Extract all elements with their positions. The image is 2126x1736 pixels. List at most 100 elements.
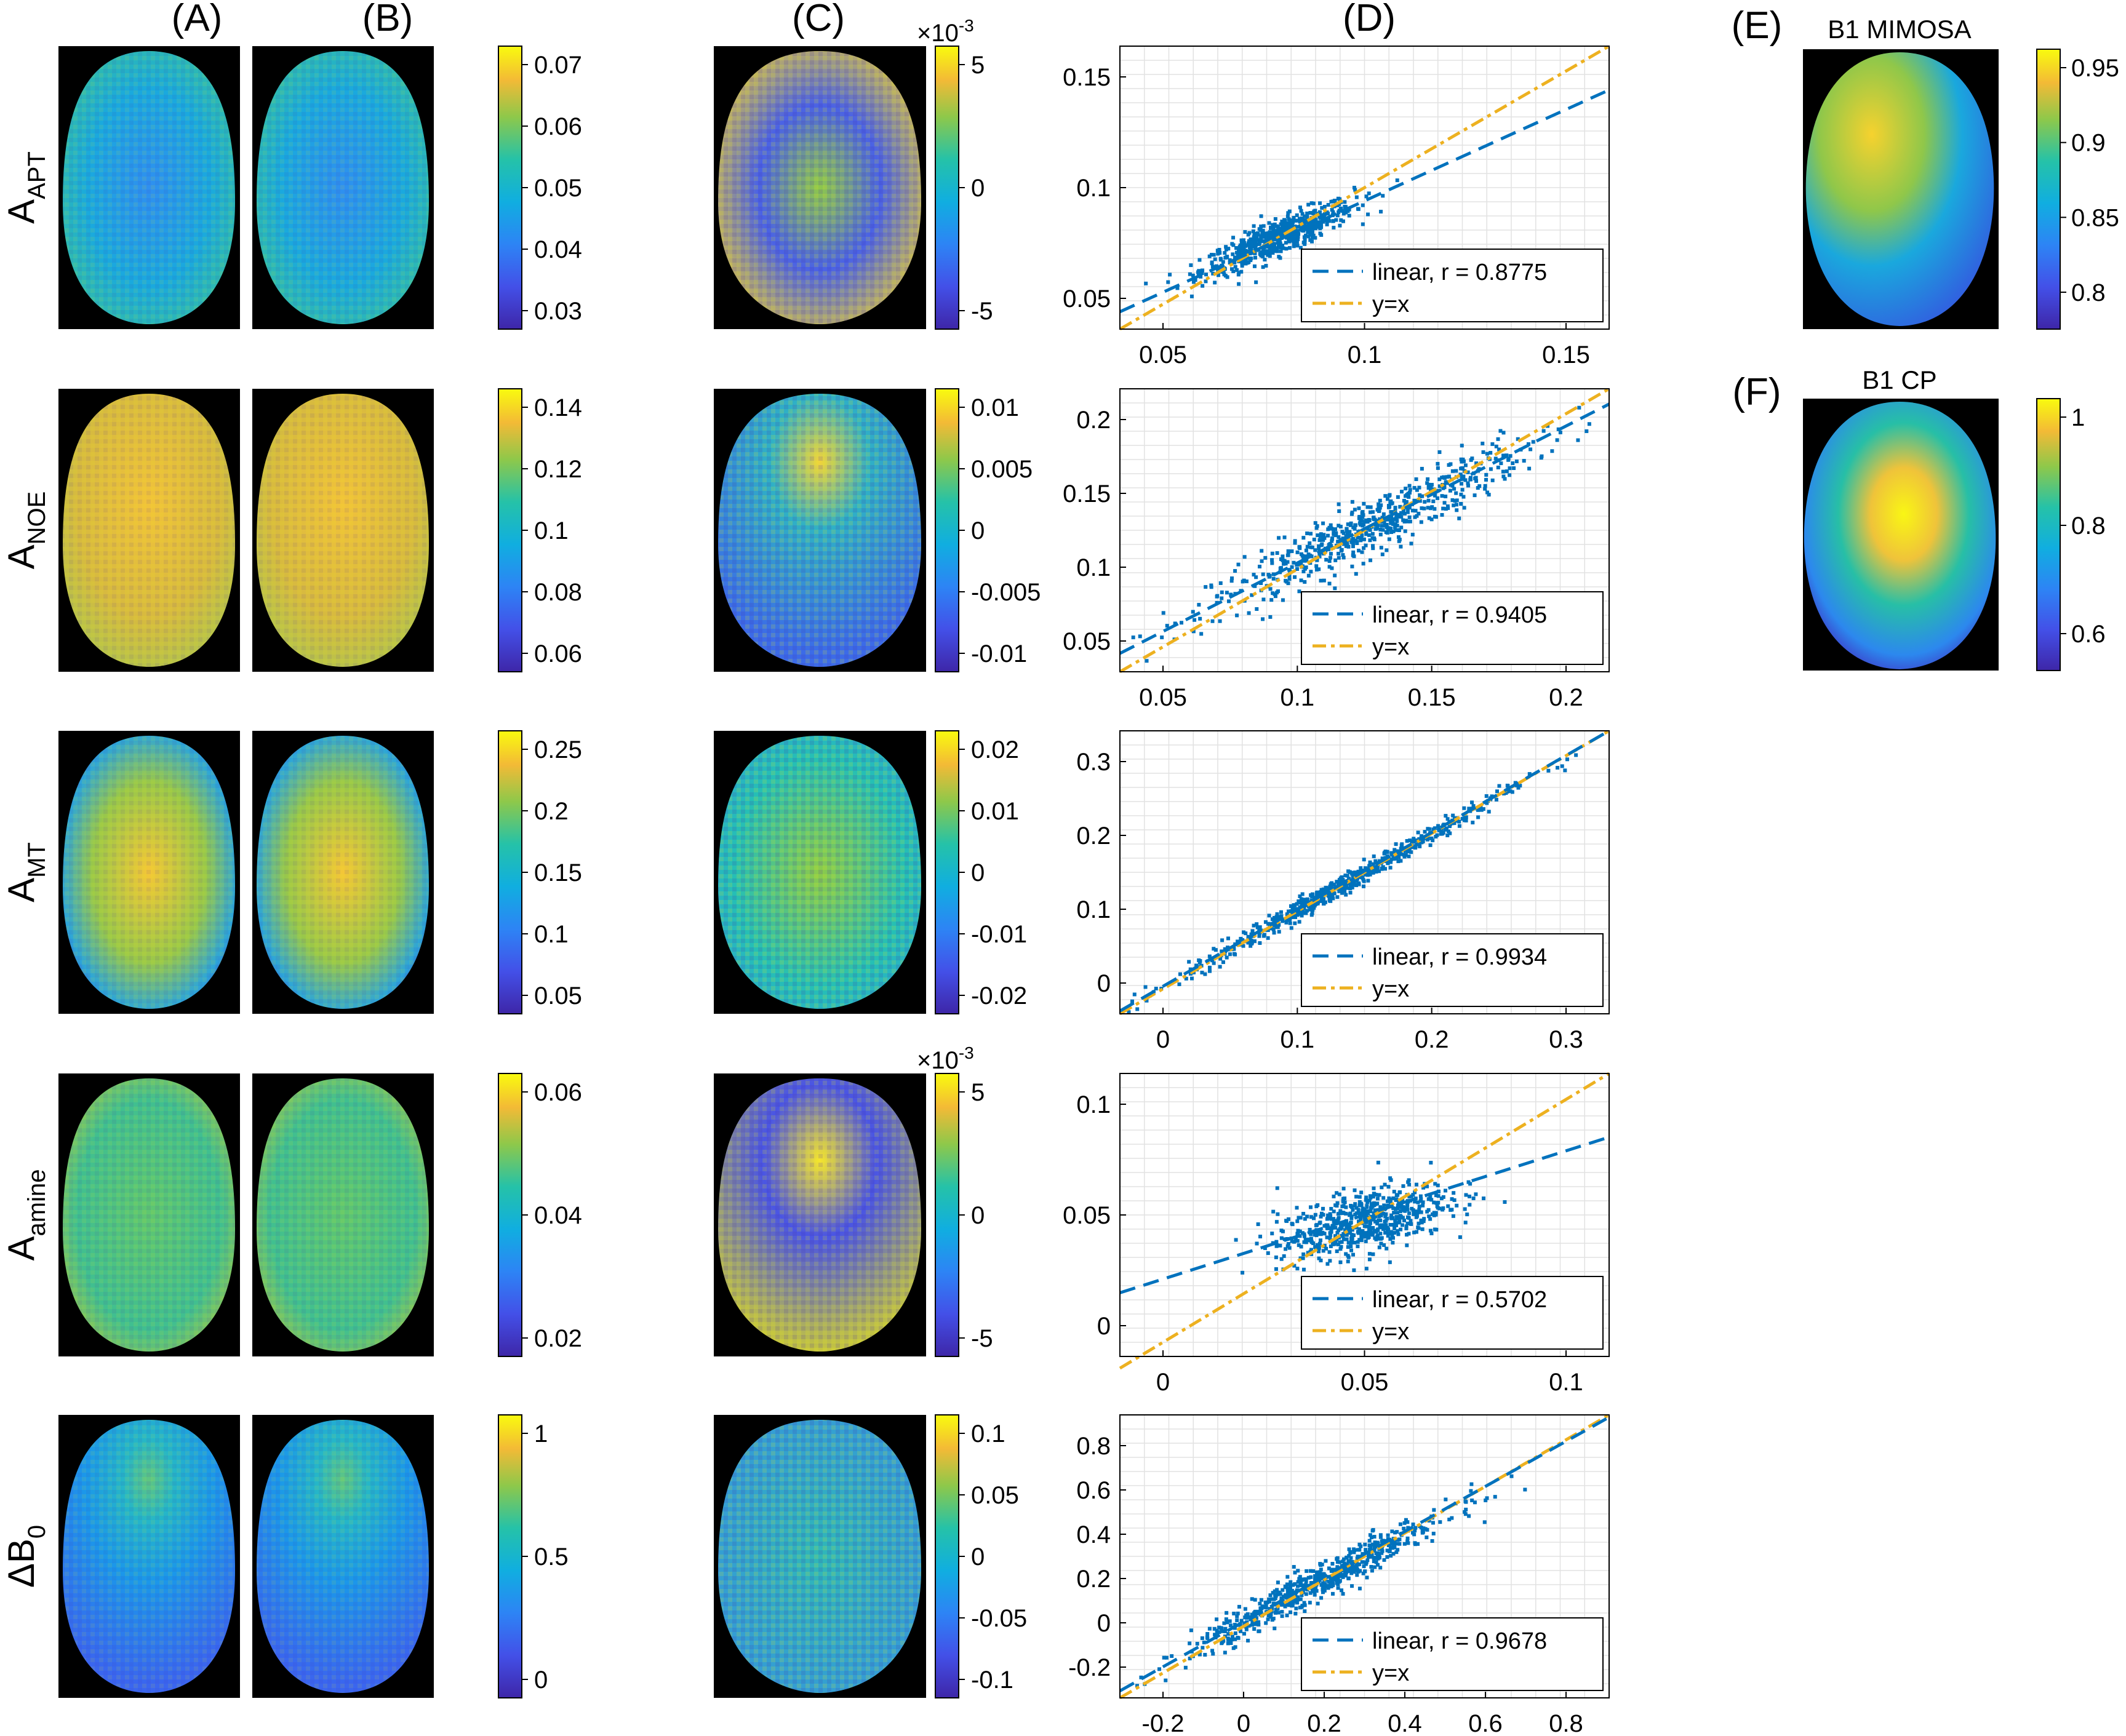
scatter-point — [1287, 217, 1291, 221]
scatter-point — [1436, 496, 1440, 500]
scatter-point — [1207, 254, 1212, 258]
scatter-point — [1399, 490, 1404, 494]
scatter-point — [1283, 1604, 1287, 1609]
scatter-point — [1235, 1618, 1239, 1622]
scatter-point — [1386, 1533, 1390, 1537]
scatter-point — [1387, 859, 1391, 864]
scatter-point — [1386, 1185, 1391, 1189]
scatter-point — [1428, 1228, 1433, 1233]
scatter-point — [1257, 227, 1261, 231]
scatter-point — [1287, 239, 1292, 244]
scatter-point — [1463, 1510, 1467, 1514]
row-label: ANOE — [1, 492, 50, 570]
scatter-point — [1392, 1211, 1396, 1215]
scatter-point — [1370, 1569, 1374, 1573]
scatter-point — [1314, 1204, 1319, 1208]
ab-tick-label: 0.25 — [534, 736, 582, 763]
scatter-point — [1344, 1252, 1348, 1256]
scatter-point — [1252, 224, 1256, 228]
scatter-point — [1420, 834, 1424, 838]
scatter-point — [1345, 527, 1349, 531]
scatter-point — [1495, 789, 1499, 794]
scatter-point — [1300, 1577, 1305, 1582]
scatter-point — [1228, 1623, 1233, 1628]
scatter-point — [1429, 1161, 1433, 1165]
scatter-point — [1160, 635, 1164, 640]
scatter-point — [1281, 554, 1285, 559]
scatter-point — [1481, 807, 1485, 811]
scatter-point — [1205, 1636, 1210, 1640]
c-tick-label: -5 — [971, 298, 993, 325]
scatter-point — [1469, 477, 1473, 482]
c-colorbar — [935, 730, 959, 1014]
scatter-point — [1175, 286, 1180, 290]
scatter-point — [1315, 1573, 1319, 1577]
scatter-point — [1215, 1628, 1219, 1633]
x-tick-label: 0.15 — [1542, 341, 1590, 368]
scatter-point — [1170, 1654, 1174, 1658]
scatter-point — [1245, 1620, 1249, 1624]
scatter-point — [1267, 221, 1271, 225]
scatter-point — [1420, 1227, 1425, 1232]
scatter-point — [1351, 878, 1356, 882]
scatter-point — [1333, 533, 1338, 538]
scatter-point — [1341, 1237, 1346, 1241]
x-tick-label: 0 — [1237, 1710, 1250, 1736]
scatter-point — [1284, 562, 1288, 566]
scatter-point — [1385, 1227, 1389, 1232]
scatter-point — [1560, 764, 1564, 768]
scatter-point — [1378, 1232, 1383, 1236]
scatter-point — [1350, 1569, 1354, 1573]
scatter-point — [1257, 1622, 1261, 1627]
scatter-point — [1506, 784, 1510, 788]
scatter-point — [1322, 1224, 1327, 1228]
scatter-point — [1309, 1215, 1313, 1219]
scatter-point — [1440, 476, 1444, 480]
scatter-point — [1305, 531, 1309, 535]
scatter-point — [1375, 1209, 1380, 1213]
scatter-point — [1268, 254, 1272, 258]
scatter-point — [1259, 253, 1263, 257]
scatter-point — [1415, 838, 1419, 842]
scatter-point — [1314, 222, 1319, 226]
scatter-point — [1294, 1606, 1298, 1611]
y-tick-label: 0.2 — [1076, 822, 1111, 850]
scatter-point — [1288, 1583, 1292, 1587]
scatter-point — [1380, 1185, 1384, 1190]
scatter-point — [1434, 515, 1438, 519]
scatter-point — [1234, 246, 1238, 250]
scatter-point — [1295, 1219, 1300, 1224]
scatter-point — [1310, 224, 1314, 228]
legend-identity-label: y=x — [1372, 292, 1409, 317]
scatter-point — [1280, 1614, 1284, 1619]
scatter-point — [1259, 214, 1263, 218]
scatter-point — [1303, 1238, 1308, 1242]
map-b-texture — [257, 394, 429, 667]
scatter-point — [1412, 837, 1416, 841]
scatter-point — [1497, 784, 1501, 788]
scatter-point — [1331, 1582, 1335, 1586]
scatter-point — [1304, 911, 1308, 915]
scatter-point — [1335, 1191, 1339, 1195]
scatter-point — [1228, 260, 1232, 265]
scatter-point — [1411, 1193, 1415, 1197]
scatter-point — [1276, 1212, 1280, 1216]
scatter-point — [1273, 222, 1277, 226]
scatter-point — [1367, 1231, 1372, 1235]
scatter-point — [1220, 590, 1224, 594]
scatter-point — [1246, 1638, 1250, 1642]
scatter-point — [1270, 249, 1274, 253]
scatter-point — [1509, 1474, 1514, 1478]
scatter-point — [1197, 258, 1202, 262]
scatter-point — [1248, 252, 1252, 256]
scatter-point — [1298, 1597, 1303, 1601]
scatter-point — [1373, 1202, 1378, 1206]
scatter-point — [1399, 1214, 1403, 1219]
map-c-texture — [718, 394, 921, 667]
ab-tick-label: 0.08 — [534, 579, 582, 606]
scatter-point — [1279, 914, 1284, 918]
